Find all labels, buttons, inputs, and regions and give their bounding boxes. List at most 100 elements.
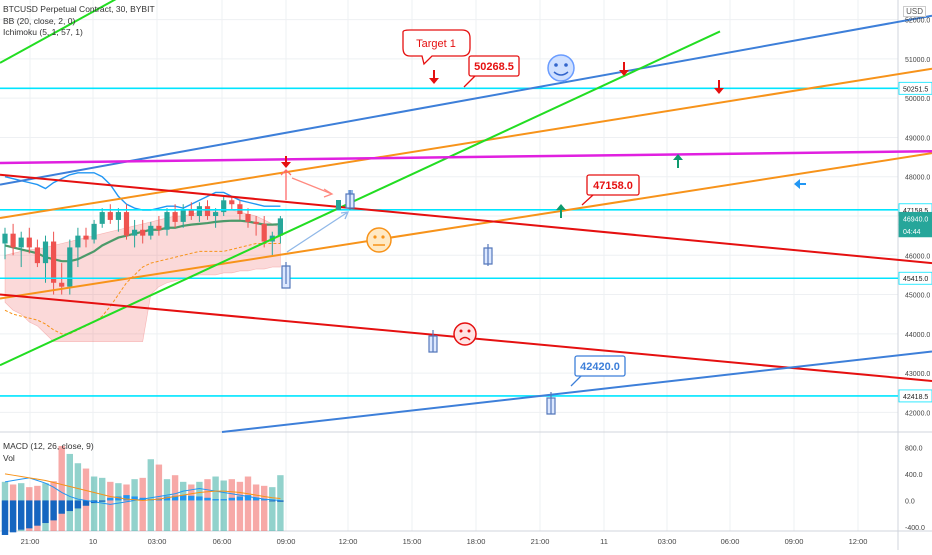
macd-histogram-bar bbox=[171, 495, 179, 501]
projected-candle bbox=[336, 200, 341, 210]
candle-body bbox=[67, 247, 73, 287]
volume-bar bbox=[196, 481, 203, 531]
price-axis-label: 04:44 bbox=[903, 229, 921, 236]
sad-face-eye-left bbox=[459, 329, 463, 333]
candle-body bbox=[75, 235, 81, 248]
volume-indicator-label[interactable]: Vol bbox=[3, 452, 15, 463]
macd-signal-line bbox=[4, 473, 281, 501]
candle-body bbox=[99, 212, 105, 224]
candle-body bbox=[34, 247, 40, 264]
volume-bar bbox=[155, 464, 163, 531]
price-axis-tick-label: 49000.0 bbox=[905, 135, 930, 142]
price-axis-tick-label: 45000.0 bbox=[905, 293, 930, 300]
target-1-callout[interactable]: Target 1 bbox=[402, 29, 471, 66]
volume-bar bbox=[244, 476, 252, 531]
candle-body bbox=[83, 235, 89, 240]
time-axis-tick-label: 09:00 bbox=[277, 537, 296, 546]
volume-bar bbox=[220, 480, 227, 531]
volume-bar bbox=[107, 481, 114, 531]
macd-histogram-bar bbox=[212, 499, 219, 501]
projection-arrow-up bbox=[280, 169, 292, 200]
volume-bar bbox=[204, 479, 211, 531]
candle-body bbox=[261, 223, 267, 242]
price-axis-tick-label: 52000.0 bbox=[905, 18, 930, 25]
candle-body bbox=[59, 282, 65, 287]
down-arrow-icon bbox=[429, 70, 439, 84]
candle-body bbox=[188, 210, 194, 216]
callout-50268-label: 50268.5 bbox=[474, 61, 514, 73]
price-axis-label: 47158.5 bbox=[903, 208, 928, 215]
candles-layer bbox=[2, 196, 283, 295]
volume-bar bbox=[163, 479, 171, 531]
macd-pane[interactable] bbox=[1, 445, 284, 535]
macd-indicator-label[interactable]: MACD (12, 26, close, 9) bbox=[3, 441, 94, 451]
neutral-face-icon bbox=[366, 227, 392, 253]
horizontal-levels-layer bbox=[0, 87, 898, 397]
macd-legend: MACD (12, 26, close, 9) Vol bbox=[3, 441, 94, 464]
candle-body bbox=[148, 225, 154, 236]
price-axis-label: 46940.0 bbox=[903, 216, 928, 223]
volume-bar bbox=[139, 477, 146, 531]
candle-body bbox=[221, 200, 227, 213]
candle-body bbox=[204, 206, 211, 216]
trend-line-trend-red bbox=[0, 173, 932, 265]
callouts-layer[interactable]: Target 1 50268.5 47158.0 42420.0 bbox=[402, 29, 640, 387]
macd-histogram-bar bbox=[66, 500, 73, 512]
price-axis-tick-label: 48000.0 bbox=[905, 175, 930, 182]
happy-face-icon bbox=[547, 54, 575, 82]
neutral-face-eye-right bbox=[381, 235, 385, 239]
happy-face-smile bbox=[553, 71, 569, 76]
volume-bar bbox=[90, 476, 98, 531]
callout-47158[interactable]: 47158.0 bbox=[581, 174, 640, 206]
left-arrow-icon bbox=[794, 179, 806, 189]
macd-histogram-bar bbox=[180, 495, 187, 501]
pointing-hand-icon bbox=[281, 262, 291, 289]
macd-histogram-bar bbox=[42, 500, 49, 524]
volume-bar bbox=[228, 479, 235, 531]
price-axis-tick-label: 44000.0 bbox=[905, 332, 930, 339]
volume-bar bbox=[115, 483, 122, 531]
callout-42420-box bbox=[574, 355, 626, 377]
macd-axis-tick-label: 800.0 bbox=[905, 445, 923, 452]
volume-bar bbox=[261, 485, 268, 531]
macd-histogram-bar bbox=[244, 495, 252, 501]
candle-body bbox=[115, 212, 121, 220]
volume-bar bbox=[99, 477, 106, 531]
callout-50268[interactable]: 50268.5 bbox=[463, 55, 520, 88]
happy-face-eye-left bbox=[554, 63, 558, 67]
macd-histogram-bar bbox=[34, 500, 41, 526]
price-axis-label-box bbox=[898, 271, 932, 285]
volume-bar bbox=[74, 463, 82, 531]
price-axis-tick-label: 42000.0 bbox=[905, 410, 930, 417]
trend-line-resistance-magenta bbox=[0, 149, 932, 165]
chart-legend: BTCUSD Perpetual Contract, 30, BYBIT BB … bbox=[3, 4, 155, 39]
macd-histogram-bar bbox=[131, 496, 138, 501]
trend-line-trend-green bbox=[0, 0, 117, 64]
callout-50268-box bbox=[468, 55, 520, 77]
pointing-hand-icon bbox=[428, 330, 438, 353]
price-axis-label: 42418.5 bbox=[903, 394, 928, 401]
price-axis-tick-label: 50000.0 bbox=[905, 96, 930, 103]
trend-line-trend-green bbox=[0, 30, 721, 367]
ichimoku-indicator-label[interactable]: Ichimoku (5, 1, 57, 1) bbox=[3, 27, 83, 37]
volume-bar bbox=[236, 481, 244, 531]
volume-bar bbox=[58, 445, 65, 531]
callout-42420-pointer bbox=[570, 375, 582, 387]
candle-body bbox=[180, 210, 186, 222]
callout-47158-pointer bbox=[581, 194, 594, 206]
macd-line bbox=[4, 477, 281, 505]
volume-bar bbox=[277, 475, 284, 531]
symbol-title[interactable]: BTCUSD Perpetual Contract, 30, BYBIT bbox=[3, 4, 155, 14]
callout-42420[interactable]: 42420.0 bbox=[570, 355, 626, 387]
trend-lines-layer[interactable] bbox=[0, 0, 932, 433]
candle-body bbox=[253, 221, 259, 224]
volume-bar bbox=[131, 479, 138, 531]
down-arrow-icon bbox=[281, 156, 291, 168]
bb-indicator-label[interactable]: BB (20, close, 2, 0) bbox=[3, 15, 76, 26]
down-arrow-icon bbox=[619, 62, 629, 76]
drawings-layer[interactable] bbox=[280, 54, 806, 415]
currency-label: USD bbox=[903, 6, 926, 17]
